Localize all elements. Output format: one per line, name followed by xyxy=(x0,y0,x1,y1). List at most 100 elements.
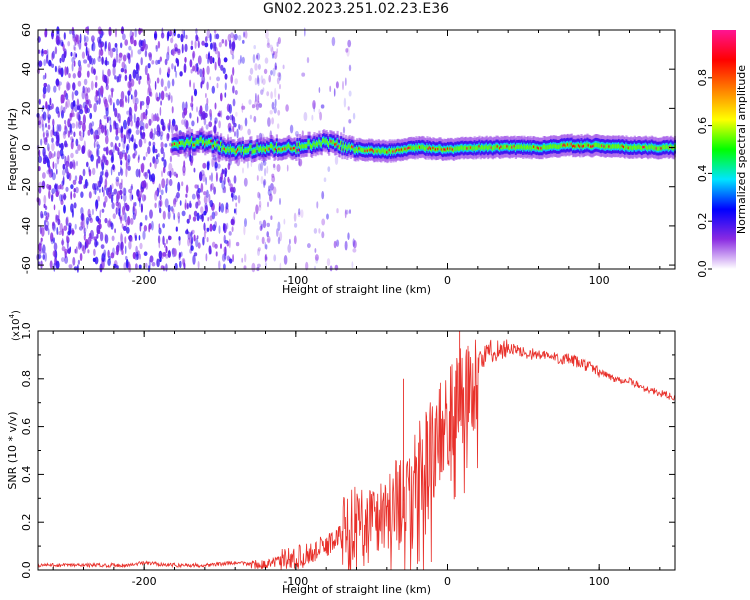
spectrogram-cell xyxy=(71,26,75,36)
spectrogram-cell xyxy=(185,229,189,235)
spectrogram-cell xyxy=(167,66,171,73)
spectrogram-cell xyxy=(95,75,98,81)
spectrogram-cell xyxy=(267,146,270,151)
spectrogram-cell xyxy=(160,100,163,106)
spectrogram-cell xyxy=(184,199,187,209)
spectrogram-cell xyxy=(230,74,233,84)
spectrogram-cell xyxy=(637,144,640,149)
spectrogram-cell xyxy=(128,128,132,134)
spectrogram-cell xyxy=(51,188,56,195)
spectrogram-cell xyxy=(291,147,294,152)
spectrogram-cell xyxy=(178,252,181,261)
spectrogram-cell xyxy=(208,193,211,204)
spectrogram-cell xyxy=(328,142,331,148)
spectrogram-cell xyxy=(200,81,203,89)
spectrogram-cell xyxy=(342,80,344,91)
spectrogram-cell xyxy=(121,213,125,221)
spectrogram-cell xyxy=(62,130,67,140)
spectrogram-cell xyxy=(217,145,220,150)
spectrogram-cell xyxy=(152,144,156,154)
spectrogram-cell xyxy=(638,144,641,149)
spectrogram-cell xyxy=(230,187,234,193)
spectrogram-cell xyxy=(101,253,106,262)
spectrogram-cell xyxy=(142,40,145,51)
spectrogram-cell xyxy=(168,92,171,100)
spectrogram-cell xyxy=(425,146,428,152)
spectrogram-cell xyxy=(149,131,153,139)
spectrogram-cell xyxy=(92,41,96,52)
spectrogram-cell xyxy=(326,140,329,146)
spectrogram-cell xyxy=(205,253,208,262)
spectrogram-cell xyxy=(220,172,223,182)
spectrogram-cell xyxy=(132,153,136,159)
spectrogram-cell xyxy=(50,238,54,245)
spectrogram-cell xyxy=(94,187,97,195)
spectrogram-cell xyxy=(132,201,136,212)
spectrogram-cell xyxy=(110,194,114,204)
spectrogram-cell xyxy=(162,151,166,159)
spectrogram-cell xyxy=(556,144,559,150)
spectrogram-cell xyxy=(120,232,123,242)
spectrogram-cell xyxy=(597,143,600,148)
spectrogram-cell xyxy=(46,104,51,112)
spectrogram-cell xyxy=(333,240,337,249)
spectrogram-cell xyxy=(200,206,204,214)
spectrogram-cell xyxy=(243,150,246,155)
spectrogram-cell xyxy=(266,222,270,228)
spectrogram-cell xyxy=(80,213,84,221)
spectrogram-cell xyxy=(42,75,46,80)
spectrogram-cell xyxy=(73,161,76,170)
spectrogram-cell xyxy=(209,199,214,208)
spectrogram-cell xyxy=(277,221,281,232)
spectrogram-cell xyxy=(172,122,175,131)
spectrogram-cell xyxy=(149,174,153,182)
spectrogram-cell xyxy=(74,248,77,254)
spectrogram-cell xyxy=(253,45,256,50)
spectrogram-cell xyxy=(261,148,264,153)
spectrogram-cell xyxy=(103,74,108,84)
spectrogram-cell xyxy=(50,129,53,138)
spectrogram-cell xyxy=(229,258,233,264)
spectrogram-cell xyxy=(115,46,118,56)
spectrogram-cell xyxy=(434,148,437,151)
spectrogram-cell xyxy=(233,208,236,214)
spectrogram-cell xyxy=(279,262,282,271)
spectrogram-cell xyxy=(360,147,363,153)
spectrogram-cell xyxy=(258,193,261,201)
spectrogram-cell xyxy=(533,145,535,148)
spectrogram-cell xyxy=(206,227,210,232)
spectrogram-cell xyxy=(211,157,215,168)
spectrogram-cell xyxy=(165,184,168,194)
spectrogram-cell xyxy=(234,33,238,41)
spectrogram-cell xyxy=(66,239,69,250)
spectrogram-cell xyxy=(197,187,202,194)
spectrogram-cell xyxy=(38,98,41,105)
spectrogram-cell xyxy=(440,148,443,151)
spectrogram-cell xyxy=(45,129,49,137)
spectrogram-cell xyxy=(167,204,171,212)
spectrogram-cell xyxy=(460,145,463,150)
spectrogram-cell xyxy=(122,33,126,41)
spectrogram-cell xyxy=(209,215,213,222)
spectrogram-cell xyxy=(123,193,127,203)
spectrogram-cell xyxy=(257,191,260,199)
spectrogram-cell xyxy=(251,262,256,273)
spectrogram-cell xyxy=(42,244,46,254)
spectrogram-cell xyxy=(179,71,183,77)
spectrogram-cell xyxy=(99,119,102,125)
spectrogram-cell xyxy=(87,87,91,93)
spectrogram-cell xyxy=(300,145,303,150)
spectrogram-cell xyxy=(230,218,235,226)
spectrogram-cell xyxy=(73,46,77,52)
spectrogram-cell xyxy=(144,65,148,76)
spectrogram-cell xyxy=(154,159,157,170)
spectrogram-cell xyxy=(183,29,186,39)
spectrogram-cell xyxy=(127,81,131,89)
spectrogram-cell xyxy=(471,146,474,151)
spectrogram-cell xyxy=(167,210,171,220)
snr-y-tick-label: 0.0 xyxy=(20,561,33,579)
spectrogram-cell xyxy=(461,145,464,150)
spectrogram-cell xyxy=(542,144,545,149)
spectrogram-cell xyxy=(44,205,48,210)
spectrogram-cell xyxy=(118,208,121,217)
